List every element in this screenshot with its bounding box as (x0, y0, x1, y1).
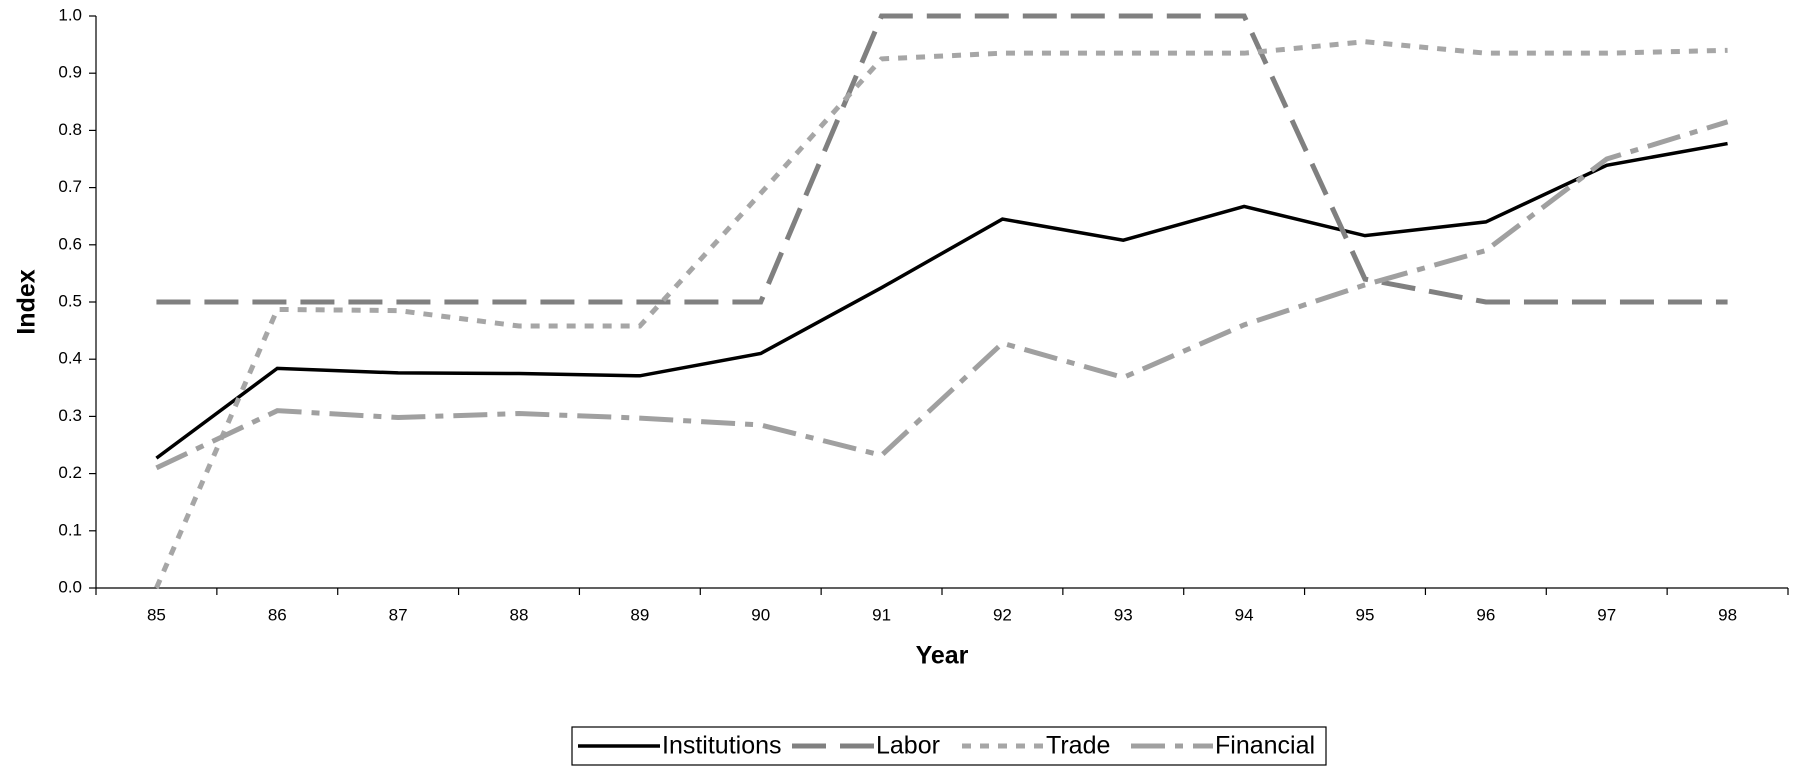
y-tick-label: 0.9 (58, 63, 82, 82)
y-tick-label: 1.0 (58, 5, 82, 24)
line-series (154, 39, 1728, 589)
x-tick-label: 97 (1597, 605, 1616, 624)
legend-label: Financial (1215, 732, 1315, 760)
x-tick-label: 90 (751, 605, 770, 624)
y-tick-label: 0.6 (58, 234, 82, 253)
x-tick-label: 96 (1476, 605, 1495, 624)
x-tick-label: 85 (147, 605, 166, 624)
x-tick-label: 94 (1235, 605, 1254, 624)
x-tick-label: 98 (1718, 605, 1737, 624)
line-series (155, 119, 1729, 471)
x-tick-label: 92 (993, 605, 1012, 624)
x-tick-label: 93 (1114, 605, 1133, 624)
x-tick-label: 87 (389, 605, 408, 624)
y-axis-title: Index (13, 269, 41, 334)
line-series (155, 141, 1728, 460)
y-tick-label: 0.1 (58, 520, 82, 539)
y-tick-label: 0.5 (58, 291, 82, 310)
y-tick-label: 0.4 (58, 349, 82, 368)
x-tick-label: 86 (268, 605, 287, 624)
x-tick-label: 95 (1356, 605, 1375, 624)
line-series (156, 13, 1728, 305)
legend-label: Trade (1046, 732, 1110, 760)
y-tick-label: 0.3 (58, 406, 82, 425)
y-tick-label: 0.2 (58, 463, 82, 482)
y-tick-label: 0.7 (58, 177, 82, 196)
legend-label: Institutions (662, 732, 782, 760)
y-tick-label: 0.8 (58, 120, 82, 139)
x-tick-label: 91 (872, 605, 891, 624)
y-tick-label: 0.0 (58, 577, 82, 596)
legend-label: Labor (876, 732, 940, 760)
x-tick-label: 89 (630, 605, 649, 624)
x-axis-title: Year (916, 642, 969, 670)
x-tick-label: 88 (510, 605, 529, 624)
